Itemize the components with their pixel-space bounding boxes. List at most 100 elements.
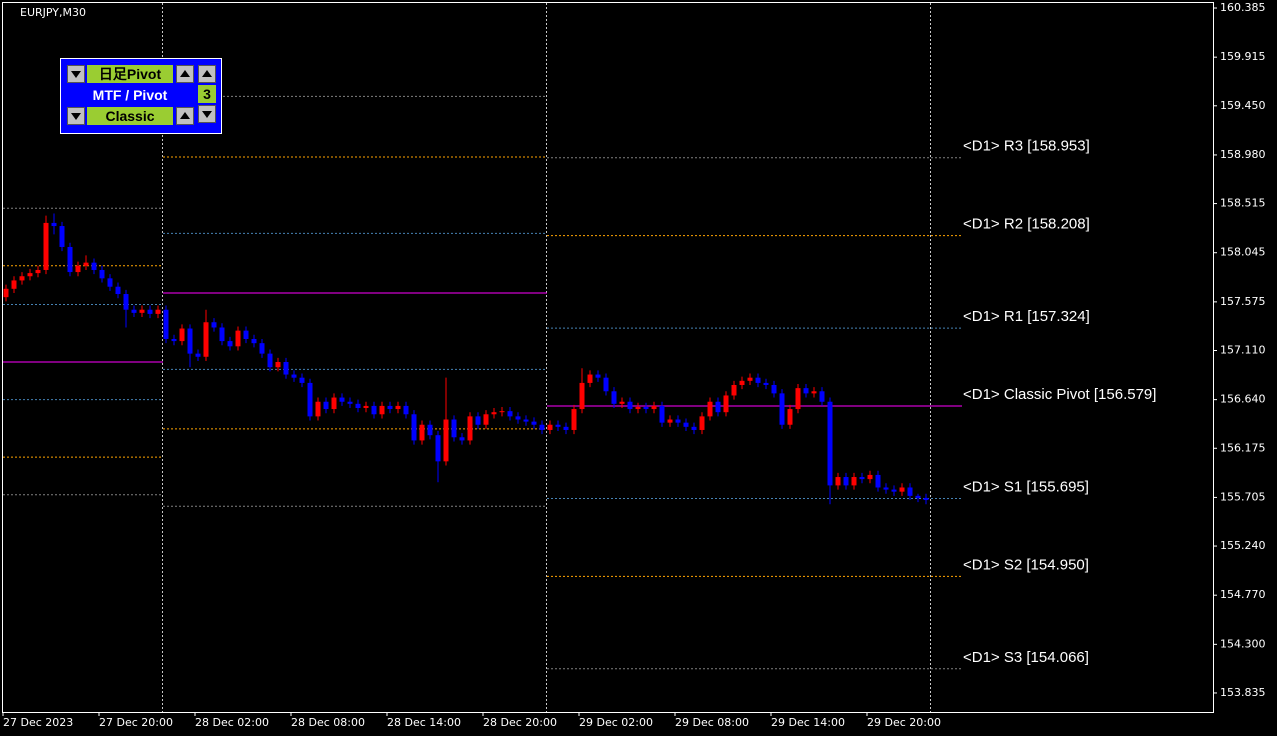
pivot-label: <D1> R3 [158.953] — [963, 138, 1090, 155]
candle-body — [115, 286, 121, 295]
y-tick-label: 154.770 — [1220, 588, 1266, 601]
candle-body — [579, 382, 585, 410]
candle-body — [43, 222, 49, 270]
candle-body — [659, 405, 665, 423]
candle-body — [499, 411, 505, 413]
candle-body — [147, 309, 153, 314]
candle-body — [131, 309, 137, 313]
candle-body — [827, 401, 833, 486]
y-tick-label: 158.515 — [1220, 197, 1266, 210]
candle-body — [843, 477, 849, 486]
candle-body — [731, 385, 737, 396]
candle-body — [395, 405, 401, 410]
prev-method-button[interactable] — [67, 107, 85, 125]
candle-body — [867, 474, 873, 480]
x-tick-label: 28 Dec 14:00 — [387, 716, 461, 729]
candle-body — [571, 409, 577, 430]
candle-body — [787, 409, 793, 425]
y-tick-label: 157.575 — [1220, 295, 1266, 308]
candle-body — [451, 419, 457, 438]
candle-body — [211, 322, 217, 328]
candle-body — [403, 405, 409, 415]
y-tick-label: 155.705 — [1220, 490, 1266, 503]
candle-body — [163, 309, 169, 339]
candle-body — [635, 406, 641, 410]
candle-body — [699, 416, 705, 430]
pivot-label: <D1> S2 [154.950] — [963, 556, 1089, 573]
candle-body — [363, 405, 369, 409]
y-tick-label: 159.450 — [1220, 99, 1266, 112]
pivot-panel: 日足Pivot MTF / Pivot Classic 3 — [60, 58, 222, 134]
count-down-button[interactable] — [198, 105, 216, 123]
x-tick-label: 27 Dec 20:00 — [99, 716, 173, 729]
candle-body — [563, 426, 569, 430]
candle-body — [19, 276, 25, 281]
candle-body — [323, 401, 329, 410]
candle-body — [371, 405, 377, 415]
candle-body — [243, 330, 249, 339]
candle-body — [795, 388, 801, 410]
method-label: Classic — [87, 107, 173, 125]
candle-body — [315, 401, 321, 417]
x-tick-label: 28 Dec 08:00 — [291, 716, 365, 729]
candle-body — [707, 401, 713, 417]
candle-body — [291, 374, 297, 378]
prev-timeframe-button[interactable] — [67, 65, 85, 83]
panel-heading: MTF / Pivot — [92, 87, 168, 103]
candle-body — [891, 489, 897, 492]
chart-title: EURJPY,M30 — [20, 6, 86, 19]
candle-body — [267, 353, 273, 368]
count-label: 3 — [198, 85, 216, 103]
candle-body — [491, 412, 497, 415]
candle-body — [651, 405, 657, 410]
y-tick-label: 158.980 — [1220, 148, 1266, 161]
pivot-label: <D1> Classic Pivot [156.579] — [963, 386, 1156, 403]
candle-body — [603, 377, 609, 392]
plot-frame — [2, 2, 1214, 713]
x-tick-label: 28 Dec 20:00 — [483, 716, 557, 729]
y-tick-label: 154.300 — [1220, 637, 1266, 650]
candle-body — [275, 361, 281, 368]
candle-body — [875, 474, 881, 488]
candle-body — [555, 424, 561, 427]
candle-body — [619, 401, 625, 404]
candle-body — [515, 416, 521, 420]
candle-body — [675, 419, 681, 423]
candle-body — [691, 426, 697, 430]
x-tick-label: 28 Dec 02:00 — [195, 716, 269, 729]
candle-body — [859, 477, 865, 480]
candle-body — [803, 388, 809, 394]
y-tick-label: 153.835 — [1220, 686, 1266, 699]
pivot-label: <D1> R2 [158.208] — [963, 216, 1090, 233]
candle-body — [507, 411, 513, 417]
candle-body — [683, 422, 689, 427]
y-tick-label: 156.640 — [1220, 393, 1266, 406]
candle-body — [459, 437, 465, 441]
candle-body — [347, 401, 353, 404]
candle-body — [35, 269, 41, 274]
y-tick-label: 156.175 — [1220, 441, 1266, 454]
candle-body — [907, 487, 913, 496]
candle-body — [715, 401, 721, 413]
candle-body — [75, 265, 81, 273]
candle-body — [611, 391, 617, 404]
candle-body — [171, 338, 177, 342]
candle-body — [91, 262, 97, 270]
pivot-label: <D1> S3 [154.066] — [963, 649, 1089, 666]
candle-body — [387, 405, 393, 410]
candle-body — [547, 424, 553, 430]
next-timeframe-button[interactable] — [176, 65, 194, 83]
candle-body — [99, 269, 105, 279]
candle-body — [67, 246, 73, 273]
candle-body — [379, 405, 385, 415]
candle-body — [587, 374, 593, 383]
count-up-button[interactable] — [198, 65, 216, 83]
candle-body — [811, 391, 817, 394]
candle-body — [739, 380, 745, 386]
next-method-button[interactable] — [176, 107, 194, 125]
candle-body — [627, 401, 633, 410]
candle-body — [283, 361, 289, 375]
candle-body — [155, 309, 161, 314]
